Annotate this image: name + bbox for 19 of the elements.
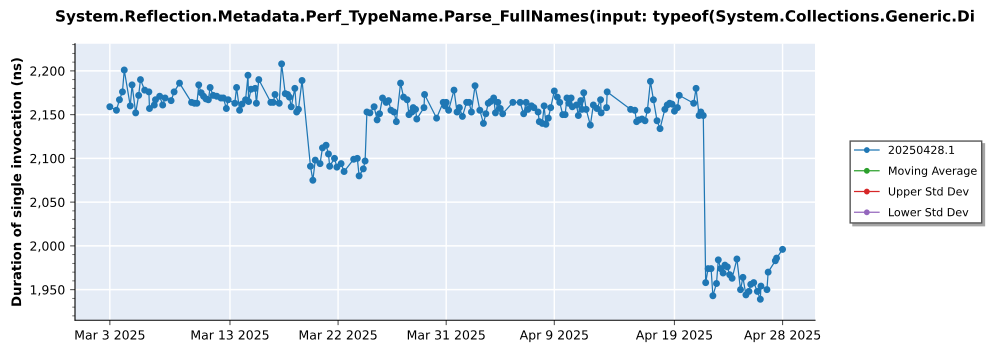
x-tick-label: Mar 22 2025 — [300, 330, 377, 340]
x-tick-label: Mar 31 2025 — [408, 330, 485, 340]
legend-label: Moving Average — [889, 166, 977, 177]
y-axis-title: Duration of single invocation (ns) — [11, 58, 24, 306]
x-tick-label: Mar 13 2025 — [192, 330, 268, 340]
legend-label: Lower Std Dev — [889, 208, 968, 216]
chart-title: System.Reflection.Metadata.Perf_TypeName.Parse_FullNames(input: typeof(System.Collections.Generic.Di — [56, 10, 974, 26]
y-tick-label: 2,150 — [30, 110, 64, 121]
y-tick-label: 2,100 — [30, 154, 64, 165]
x-tick-label: Apr 19 2025 — [636, 330, 712, 342]
y-tick-label: 2,050 — [30, 198, 64, 208]
x-tick-label: Apr 9 2025 — [520, 330, 588, 342]
x-tick-label: Apr 28 2025 — [744, 330, 820, 342]
legend-label: Upper Std Dev — [888, 187, 969, 198]
y-tick-label: 2,200 — [30, 66, 64, 78]
y-tick-label: 1,950 — [30, 285, 64, 296]
x-tick-label: Mar 3 2025 — [75, 330, 144, 340]
y-tick-label: 2,000 — [30, 241, 64, 252]
legend-label: 20250428.1 — [888, 146, 954, 154]
